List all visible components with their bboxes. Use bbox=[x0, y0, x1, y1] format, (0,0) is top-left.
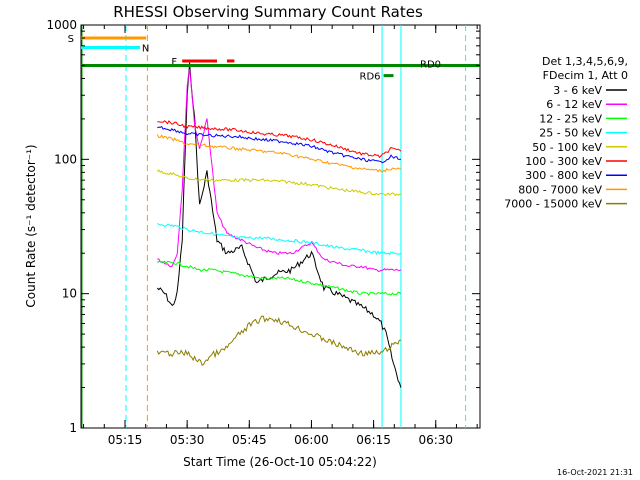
y-axis: 1 10 100 1000 bbox=[46, 18, 480, 435]
x-tick-label: 05:30 bbox=[170, 433, 205, 447]
series-line-7 bbox=[157, 125, 401, 164]
series-line-3 bbox=[156, 260, 402, 297]
y-tick-label: 10 bbox=[62, 287, 77, 301]
x-axis-label: Start Time (26-Oct-10 05:04:22) bbox=[183, 455, 377, 469]
x-tick-label: 06:30 bbox=[418, 433, 453, 447]
x-axis: 05:15 05:30 05:45 06:00 06:15 06:30 bbox=[83, 25, 478, 447]
data-series bbox=[156, 62, 402, 388]
legend-entry-label: 300 - 800 keV bbox=[525, 169, 602, 182]
series-line-5 bbox=[156, 169, 401, 197]
annotation-label: RD0 bbox=[420, 59, 441, 70]
legend-entry-label: 6 - 12 keV bbox=[546, 98, 602, 111]
series-line-1 bbox=[156, 62, 402, 388]
series-line-2 bbox=[157, 69, 402, 272]
x-tick-label: 06:15 bbox=[356, 433, 391, 447]
series-line-4 bbox=[157, 223, 402, 256]
y-axis-label: Count Rate (s⁻¹ detector⁻¹) bbox=[24, 144, 38, 307]
legend-header: Det 1,3,4,5,6,9, bbox=[542, 55, 628, 68]
legend-entry-label: 800 - 7000 keV bbox=[518, 183, 602, 196]
x-tick-label: 05:15 bbox=[108, 433, 143, 447]
annotation-bars: S N F RD6 RD0 bbox=[68, 34, 480, 83]
legend-entry-label: 25 - 50 keV bbox=[539, 127, 602, 140]
y-tick-label: 100 bbox=[54, 152, 77, 166]
x-tick-label: 05:45 bbox=[232, 433, 267, 447]
legend-entry-label: 50 - 100 keV bbox=[532, 141, 602, 154]
legend-header: FDecim 1, Att 0 bbox=[543, 69, 628, 82]
legend: Det 1,3,4,5,6,9,FDecim 1, Att 0 3 - 6 keV… bbox=[504, 55, 628, 211]
annotation-label: N bbox=[142, 43, 149, 54]
legend-entry-label: 7000 - 15000 keV bbox=[504, 198, 602, 211]
annotation-label: S bbox=[68, 34, 74, 45]
series-line-6 bbox=[157, 120, 402, 159]
y-tick-label: 1000 bbox=[46, 18, 77, 32]
y-tick-label: 1 bbox=[69, 421, 77, 435]
x-tick-label: 06:00 bbox=[294, 433, 329, 447]
overlay-lines bbox=[81, 25, 467, 428]
annotation-label: RD6 bbox=[360, 72, 381, 83]
legend-entry-label: 12 - 25 keV bbox=[539, 112, 602, 125]
legend-entry-label: 3 - 6 keV bbox=[553, 84, 602, 97]
plot-frame bbox=[80, 24, 481, 429]
chart-title: RHESSI Observing Summary Count Rates bbox=[113, 3, 423, 21]
series-line-9 bbox=[156, 315, 401, 366]
timestamp: 16-Oct-2021 21:31 bbox=[557, 468, 633, 477]
legend-entry-label: 100 - 300 keV bbox=[525, 155, 602, 168]
series-line-8 bbox=[156, 134, 401, 173]
annotation-label: F bbox=[171, 57, 177, 68]
